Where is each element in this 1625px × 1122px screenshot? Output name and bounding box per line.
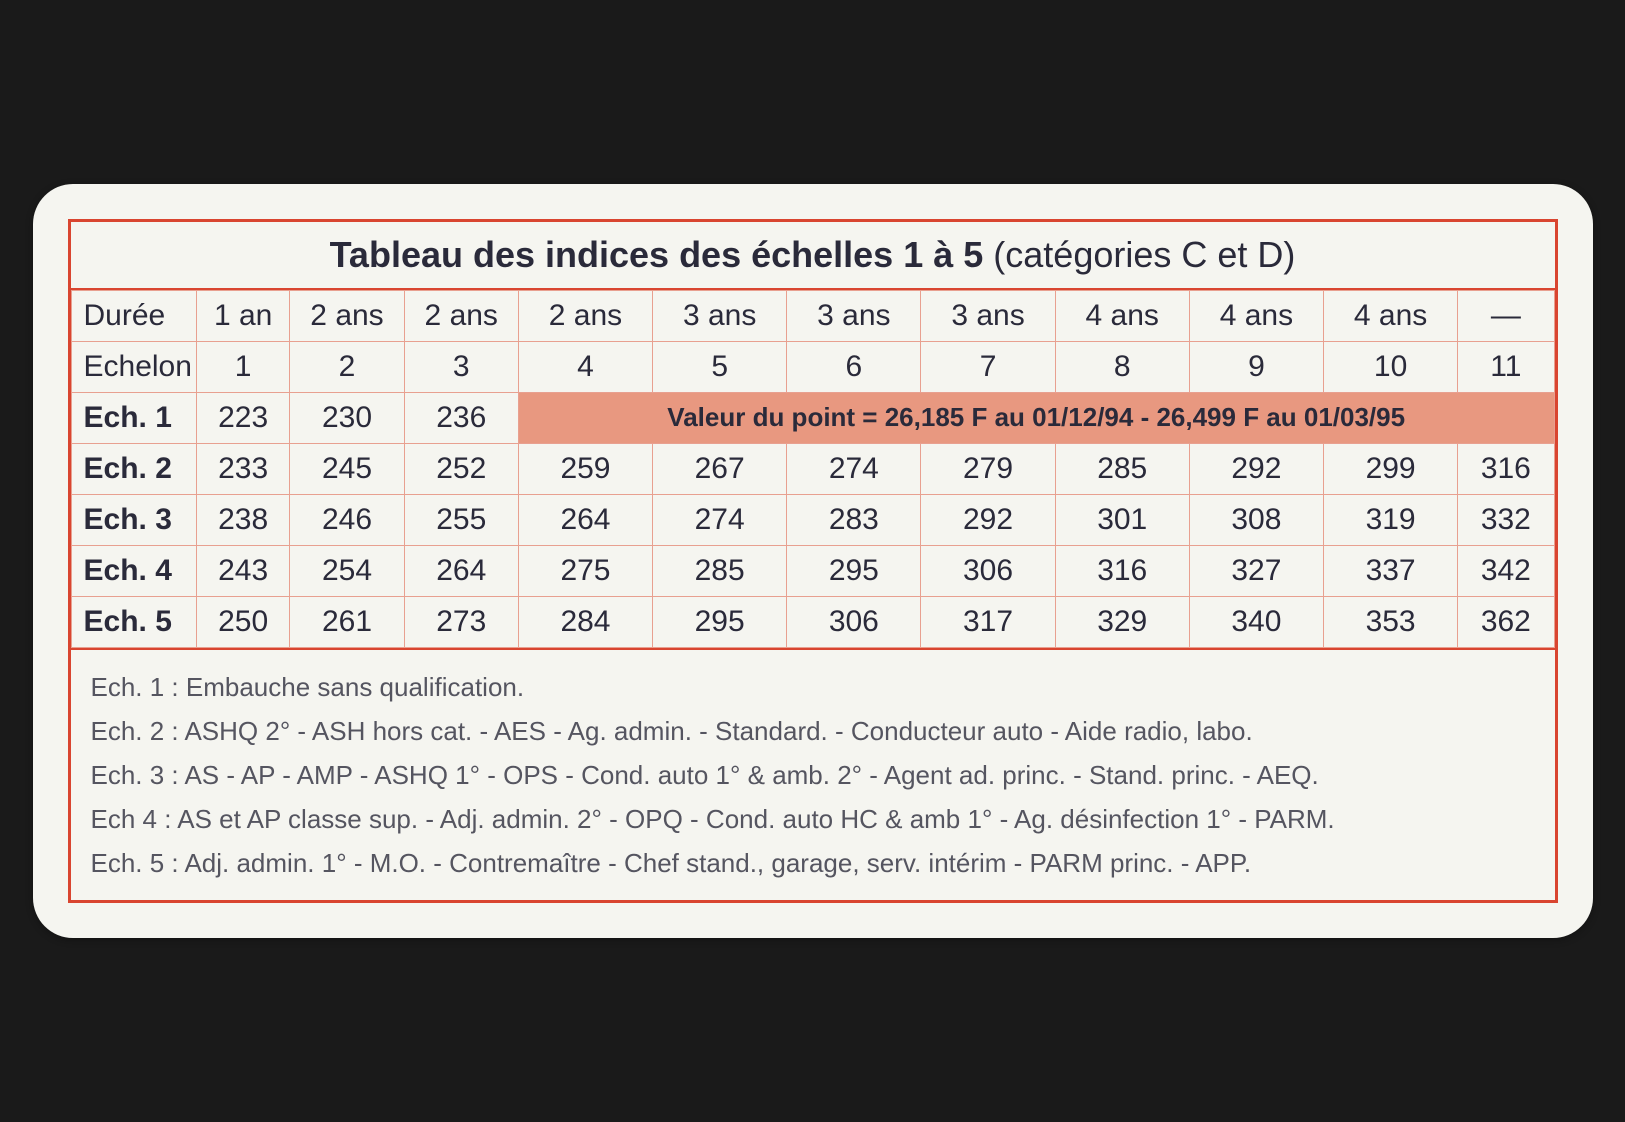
echelon-cell: 7 [921,341,1055,392]
table-cell: 362 [1458,596,1554,647]
table-cell: 301 [1055,494,1189,545]
echelon-cell: 11 [1458,341,1554,392]
table-cell: 259 [518,443,652,494]
table-cell: 245 [290,443,404,494]
table-cell: 255 [404,494,518,545]
duree-cell: 4 ans [1189,290,1323,341]
table-cell: 317 [921,596,1055,647]
table-cell: 252 [404,443,518,494]
echelon-row: Echelon 1 2 3 4 5 6 7 8 9 10 11 [71,341,1554,392]
table-cell: 316 [1458,443,1554,494]
table-cell: 292 [1189,443,1323,494]
echelon-label: Echelon [71,341,196,392]
table-cell: 327 [1189,545,1323,596]
echelon-cell: 5 [653,341,787,392]
table-cell: 233 [196,443,289,494]
duree-cell: — [1458,290,1554,341]
echelon-cell: 8 [1055,341,1189,392]
table-cell: 340 [1189,596,1323,647]
legend-line-4: Ech 4 : AS et AP classe sup. - Adj. admi… [91,797,1535,841]
title-normal: (catégories C et D) [983,234,1295,275]
title-bold: Tableau des indices des échelles 1 à 5 [330,234,984,275]
table-cell: 279 [921,443,1055,494]
legend-section: Ech. 1 : Embauche sans qualification. Ec… [71,648,1555,901]
table-cell: 274 [653,494,787,545]
ech1-row: Ech. 1 223 230 236 Valeur du point = 26,… [71,392,1554,443]
table-cell: 285 [653,545,787,596]
table-cell: 254 [290,545,404,596]
table-cell: 246 [290,494,404,545]
ech4-row: Ech. 4 243 254 264 275 285 295 306 316 3… [71,545,1554,596]
ech4-label: Ech. 4 [71,545,196,596]
table-cell: 342 [1458,545,1554,596]
ech2-label: Ech. 2 [71,443,196,494]
echelon-cell: 9 [1189,341,1323,392]
table-cell: 308 [1189,494,1323,545]
echelon-cell: 6 [787,341,921,392]
table-cell: 243 [196,545,289,596]
table-cell: 329 [1055,596,1189,647]
table-border: Tableau des indices des échelles 1 à 5 (… [68,219,1558,904]
legend-line-3: Ech. 3 : AS - AP - AMP - ASHQ 1° - OPS -… [91,753,1535,797]
table-title: Tableau des indices des échelles 1 à 5 (… [71,222,1555,290]
legend-line-2: Ech. 2 : ASHQ 2° - ASH hors cat. - AES -… [91,709,1535,753]
ech5-row: Ech. 5 250 261 273 284 295 306 317 329 3… [71,596,1554,647]
echelon-cell: 3 [404,341,518,392]
table-cell: 353 [1324,596,1458,647]
duree-cell: 2 ans [290,290,404,341]
duree-label: Durée [71,290,196,341]
table-cell: 273 [404,596,518,647]
index-card: Tableau des indices des échelles 1 à 5 (… [33,184,1593,939]
table-cell: 230 [290,392,404,443]
table-cell: 250 [196,596,289,647]
table-cell: 275 [518,545,652,596]
table-cell: 299 [1324,443,1458,494]
table-cell: 316 [1055,545,1189,596]
table-cell: 319 [1324,494,1458,545]
duree-cell: 4 ans [1055,290,1189,341]
table-cell: 337 [1324,545,1458,596]
table-cell: 284 [518,596,652,647]
table-cell: 295 [653,596,787,647]
duree-cell: 1 an [196,290,289,341]
ech3-row: Ech. 3 238 246 255 264 274 283 292 301 3… [71,494,1554,545]
duree-cell: 2 ans [518,290,652,341]
table-cell: 295 [787,545,921,596]
duree-cell: 3 ans [787,290,921,341]
echelon-cell: 10 [1324,341,1458,392]
indices-table: Durée 1 an 2 ans 2 ans 2 ans 3 ans 3 ans… [71,290,1555,648]
table-cell: 285 [1055,443,1189,494]
table-cell: 223 [196,392,289,443]
ech5-label: Ech. 5 [71,596,196,647]
table-cell: 238 [196,494,289,545]
duree-cell: 4 ans [1324,290,1458,341]
ech3-label: Ech. 3 [71,494,196,545]
duree-cell: 2 ans [404,290,518,341]
legend-line-1: Ech. 1 : Embauche sans qualification. [91,665,1535,709]
duree-cell: 3 ans [653,290,787,341]
table-cell: 332 [1458,494,1554,545]
table-cell: 283 [787,494,921,545]
duree-row: Durée 1 an 2 ans 2 ans 2 ans 3 ans 3 ans… [71,290,1554,341]
table-cell: 267 [653,443,787,494]
echelon-cell: 4 [518,341,652,392]
table-cell: 264 [518,494,652,545]
table-cell: 274 [787,443,921,494]
table-cell: 264 [404,545,518,596]
ech1-label: Ech. 1 [71,392,196,443]
echelon-cell: 1 [196,341,289,392]
table-cell: 292 [921,494,1055,545]
duree-cell: 3 ans [921,290,1055,341]
table-cell: 306 [921,545,1055,596]
table-cell: 261 [290,596,404,647]
table-cell: 306 [787,596,921,647]
table-cell: 236 [404,392,518,443]
echelon-cell: 2 [290,341,404,392]
ech2-row: Ech. 2 233 245 252 259 267 274 279 285 2… [71,443,1554,494]
legend-line-5: Ech. 5 : Adj. admin. 1° - M.O. - Contrem… [91,841,1535,885]
valeur-point-highlight: Valeur du point = 26,185 F au 01/12/94 -… [518,392,1554,443]
